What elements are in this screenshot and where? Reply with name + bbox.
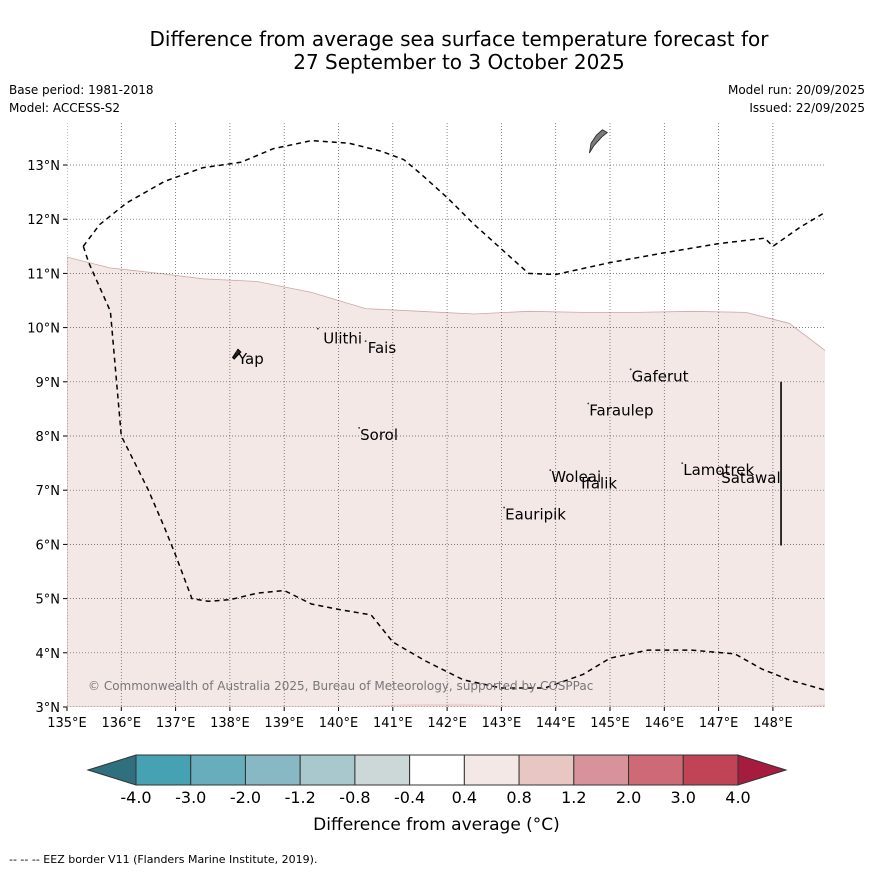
place-label: Sorol: [360, 426, 398, 444]
lat-tick-label: 13°N: [27, 159, 60, 174]
lat-tick-label: 9°N: [36, 376, 61, 391]
place-label: Ulithi: [323, 329, 362, 347]
chart-title: Difference from average sea surface temp…: [0, 28, 873, 74]
lon-tick-label: 139°E: [264, 716, 304, 731]
island-marker: [549, 469, 552, 472]
lat-tick-label: 3°N: [36, 701, 61, 716]
base-period: Base period: 1981-2018: [9, 83, 154, 97]
issued-date: Issued: 22/09/2025: [749, 101, 865, 115]
lon-tick-label: 142°E: [427, 716, 467, 731]
plot-area: Ulithi Fais Yap Gaferut Faraulep Sorol Lamotre…: [67, 123, 825, 707]
title-line-1: Difference from average sea surface temp…: [149, 27, 769, 51]
island-marker: [579, 475, 582, 478]
lat-tick-label: 10°N: [27, 322, 60, 337]
island-marker: [587, 402, 590, 405]
lon-tick-label: 137°E: [156, 716, 196, 731]
place-label: Woleai: [551, 468, 601, 486]
island-marker: [358, 426, 361, 429]
lon-tick-label: 138°E: [210, 716, 250, 731]
footnote: -- -- -- EEZ border V11 (Flanders Marine…: [9, 853, 318, 866]
lat-tick-label: 5°N: [36, 593, 61, 608]
anomaly-region: [67, 256, 825, 707]
island-marker: [719, 470, 722, 473]
lat-tick-label: 12°N: [27, 213, 60, 228]
place-label: Lamotrek: [683, 461, 754, 479]
copyright-notice: © Commonwealth of Australia 2025, Bureau…: [88, 679, 593, 693]
colorbar-label: Difference from average (°C): [313, 815, 560, 835]
meta-left: Base period: 1981-2018 Model: ACCESS-S2: [9, 81, 154, 117]
place-label: Gaferut: [632, 367, 689, 385]
lon-tick-label: 143°E: [482, 716, 522, 731]
lon-tick-label: 146°E: [645, 716, 685, 731]
island-marker: [364, 340, 367, 343]
island-marker: [236, 351, 238, 353]
lon-tick-label: 148°E: [753, 716, 793, 731]
model-name: Model: ACCESS-S2: [9, 101, 121, 115]
anomaly-patch-south: [338, 703, 529, 707]
meta-right: Model run: 20/09/2025 Issued: 22/09/2025: [728, 81, 865, 117]
eez-border-south-west: [82, 246, 825, 691]
title-line-2: 27 September to 3 October 2025: [293, 50, 625, 74]
island-marker: [316, 327, 319, 330]
lat-tick-label: 6°N: [36, 538, 61, 553]
lon-tick-label: 135°E: [47, 716, 87, 731]
guam-island: [589, 129, 609, 154]
lon-tick-label: 140°E: [319, 716, 359, 731]
lon-tick-label: 145°E: [590, 716, 630, 731]
place-label: Fais: [368, 339, 397, 357]
place-label: Yap: [237, 350, 264, 368]
eez-border-north: [82, 139, 825, 276]
island-marker: [503, 506, 506, 509]
place-label: Eauripik: [505, 506, 566, 524]
lon-tick-label: 141°E: [373, 716, 413, 731]
island-marker: [629, 368, 632, 371]
place-label: Satawal: [721, 469, 780, 487]
place-label: Faraulep: [589, 401, 653, 419]
place-label: Ifalik: [581, 475, 617, 493]
anomaly-patch-southeast: [783, 704, 825, 707]
lon-tick-label: 136°E: [102, 716, 142, 731]
island-marker: [681, 462, 684, 464]
lat-tick-label: 4°N: [36, 647, 61, 662]
lon-tick-label: 144°E: [536, 716, 576, 731]
model-run: Model run: 20/09/2025: [727, 83, 865, 97]
lon-tick-label: 147°E: [699, 716, 739, 731]
lat-tick-label: 7°N: [36, 484, 61, 499]
lat-tick-label: 8°N: [36, 430, 61, 445]
lat-tick-label: 11°N: [27, 267, 60, 282]
